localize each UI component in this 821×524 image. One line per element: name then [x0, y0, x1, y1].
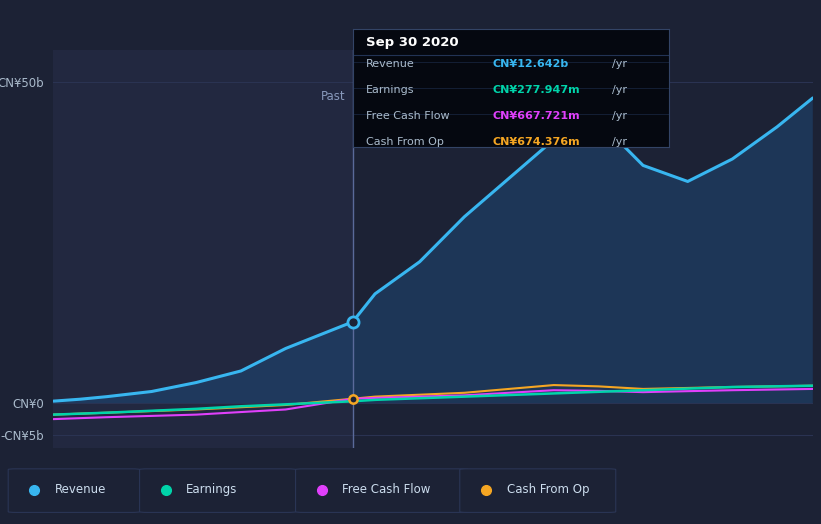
Text: /yr: /yr: [612, 137, 627, 147]
Text: Past: Past: [321, 91, 346, 103]
FancyBboxPatch shape: [296, 469, 468, 512]
Text: Revenue: Revenue: [55, 484, 107, 496]
Text: CN¥674.376m: CN¥674.376m: [492, 137, 580, 147]
Text: Sep 30 2020: Sep 30 2020: [365, 36, 458, 49]
FancyBboxPatch shape: [460, 469, 616, 512]
Bar: [53, 50, 353, 448]
Text: /yr: /yr: [612, 85, 627, 95]
Text: /yr: /yr: [612, 112, 627, 122]
Text: Cash From Op: Cash From Op: [365, 137, 443, 147]
Text: Free Cash Flow: Free Cash Flow: [342, 484, 431, 496]
Text: CN¥667.721m: CN¥667.721m: [492, 112, 580, 122]
Text: Revenue: Revenue: [365, 60, 415, 70]
FancyBboxPatch shape: [140, 469, 296, 512]
FancyBboxPatch shape: [8, 469, 140, 512]
Text: CN¥12.642b: CN¥12.642b: [492, 60, 568, 70]
Text: CN¥277.947m: CN¥277.947m: [492, 85, 580, 95]
Text: Cash From Op: Cash From Op: [507, 484, 589, 496]
Text: Earnings: Earnings: [365, 85, 414, 95]
Text: /yr: /yr: [612, 60, 627, 70]
Text: Earnings: Earnings: [186, 484, 238, 496]
Text: Free Cash Flow: Free Cash Flow: [365, 112, 449, 122]
Text: Analysts Forecasts: Analysts Forecasts: [366, 91, 476, 103]
